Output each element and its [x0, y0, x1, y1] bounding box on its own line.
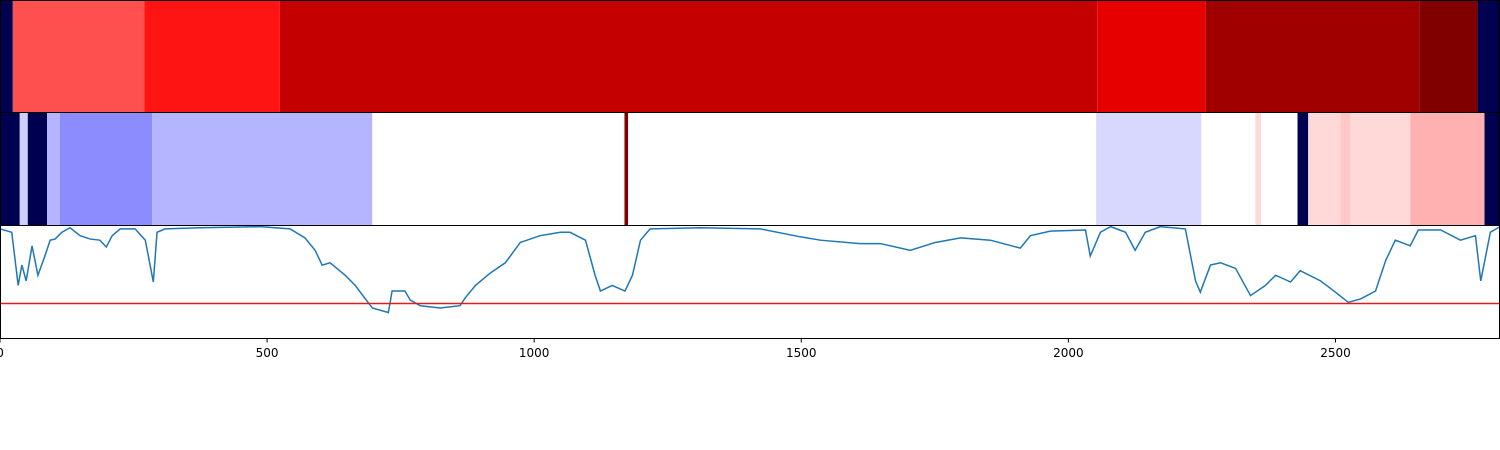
strip-segment: [1205, 0, 1420, 113]
strip-segment: [0, 112, 20, 226]
strip-segment: [12, 0, 145, 113]
x-tick-label: 2500: [1320, 346, 1351, 360]
strip-segment: [144, 0, 280, 113]
x-tick-label: 500: [256, 346, 279, 360]
panel-frame: [0, 225, 1500, 339]
strip-segment: [1484, 112, 1500, 226]
strip-segment: [1201, 112, 1256, 226]
strip-segment: [1097, 0, 1206, 113]
strip-segment: [372, 112, 625, 226]
strip-segment: [152, 112, 373, 226]
x-tick-label: 1000: [519, 346, 550, 360]
strip-segment: [1350, 112, 1411, 226]
strip-segment: [59, 112, 153, 226]
strip-segment: [1477, 0, 1500, 113]
data-line: [0, 225, 1500, 314]
strip-segment: [1297, 112, 1309, 226]
strip-segment: [19, 112, 28, 226]
x-tick-label: 0: [0, 346, 4, 360]
strip-segment: [1419, 0, 1478, 113]
strip-segment: [1261, 112, 1298, 226]
strip-segment: [1308, 112, 1341, 226]
strip-segment: [0, 0, 13, 113]
x-tick-label: 1500: [786, 346, 817, 360]
strip-segment: [1255, 112, 1262, 226]
strip-segment: [27, 112, 48, 226]
strip-segment: [1340, 112, 1351, 226]
strip-segment: [1096, 112, 1202, 226]
strip-segment: [279, 0, 1098, 113]
strip-segment: [1410, 112, 1485, 226]
x-tick-label: 2000: [1053, 346, 1084, 360]
strip-segment: [628, 112, 1097, 226]
strip-segment: [624, 112, 629, 226]
strip-segment: [47, 112, 60, 226]
